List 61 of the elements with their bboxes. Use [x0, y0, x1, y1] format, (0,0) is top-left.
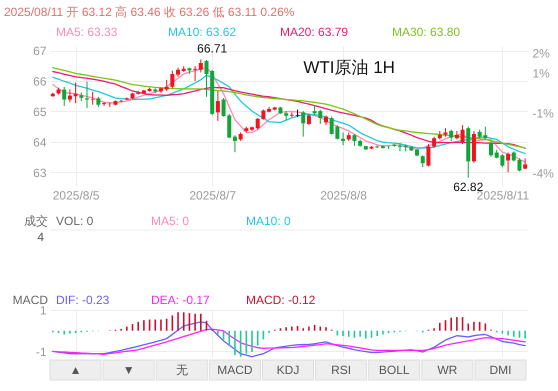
- series-label: MACD: -0.12: [246, 293, 316, 307]
- candlestick: [301, 110, 306, 138]
- text: MA20: 63.79: [280, 25, 348, 39]
- candlestick: [318, 109, 322, 124]
- legend-label: MA10: 0: [246, 214, 292, 228]
- text: MACD: [217, 363, 253, 377]
- candlestick: [312, 105, 317, 116]
- text: RSI: [331, 363, 352, 377]
- text: ▲: [70, 363, 82, 377]
- candlestick: [352, 133, 356, 146]
- y-tick-label: 67: [33, 44, 47, 58]
- y-tick-label: 66: [33, 74, 47, 88]
- annotation: 66.71: [197, 41, 228, 56]
- x-tick-label: 2025/8/8: [320, 188, 368, 202]
- candlestick: [523, 158, 528, 170]
- candlestick: [432, 136, 436, 148]
- text: 成交: [24, 214, 48, 228]
- candlestick: [198, 58, 203, 73]
- candlestick: [216, 90, 220, 122]
- y2-tick-label: 1%: [532, 66, 550, 81]
- text: KDJ: [276, 363, 300, 377]
- text: ▼: [122, 363, 135, 377]
- legend-label: MA5: 0: [151, 214, 190, 228]
- candlestick: [222, 98, 226, 118]
- candlestick: [483, 126, 488, 140]
- y-tick-label: 64: [33, 135, 47, 150]
- candlestick: [506, 152, 510, 173]
- y2-tick-label: 2%: [532, 46, 550, 61]
- y-tick-label: 65: [33, 104, 47, 119]
- y-tick-label: -1: [36, 344, 47, 359]
- candlestick: [62, 86, 66, 106]
- x-tick-label: 2025/8/5: [52, 188, 100, 202]
- text: 4: [37, 230, 44, 244]
- candlestick: [335, 124, 340, 140]
- candlestick: [420, 154, 425, 168]
- text: DMI: [489, 363, 512, 377]
- candlestick: [426, 144, 430, 168]
- text: BOLL: [378, 363, 410, 377]
- candlestick: [96, 96, 100, 108]
- series-label: DEA: -0.17: [151, 293, 210, 307]
- y2-tick-label: -4%: [532, 166, 554, 181]
- text: WR: [437, 363, 458, 377]
- text: MA30: 63.80: [392, 25, 460, 39]
- x-tick-label: 2025/8/7: [189, 188, 236, 202]
- legend-label: VOL: 0: [56, 214, 94, 228]
- text: MA5: 63.33: [56, 25, 118, 39]
- line-series: [52, 321, 526, 358]
- candlestick: [330, 116, 334, 136]
- line-series: [52, 328, 526, 355]
- text: DIF: -0.23: [56, 293, 110, 307]
- text: WTI原油 1H: [303, 58, 395, 77]
- y-tick-label: 63: [33, 166, 47, 180]
- candlestick: [500, 154, 504, 168]
- text: MA10: 63.62: [168, 25, 236, 39]
- candlestick: [449, 129, 454, 142]
- y2-tick-label: -1%: [532, 106, 554, 121]
- chart-subtitle: 2025/08/11 开 63.12 高 63.46 收 63.26 低 63.11 0.26%: [4, 5, 295, 19]
- candlestick: [341, 132, 346, 146]
- candlestick: [324, 114, 328, 126]
- candlestick: [306, 113, 311, 126]
- text: 无: [176, 363, 188, 377]
